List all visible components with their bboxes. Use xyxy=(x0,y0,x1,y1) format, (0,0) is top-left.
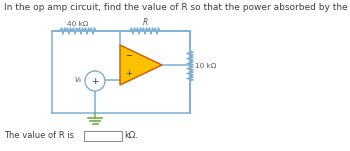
Polygon shape xyxy=(120,45,162,85)
Text: R: R xyxy=(142,18,148,27)
Text: vₛ: vₛ xyxy=(75,76,82,85)
Circle shape xyxy=(85,71,105,91)
Text: −: − xyxy=(125,51,132,61)
FancyBboxPatch shape xyxy=(84,131,122,141)
Text: 10 kΩ: 10 kΩ xyxy=(195,63,216,69)
Text: +: + xyxy=(125,69,132,77)
Text: The value of R is: The value of R is xyxy=(4,132,74,140)
Text: In the op amp circuit, find the value of R so that the power absorbed by the 10-: In the op amp circuit, find the value of… xyxy=(4,3,350,12)
Text: +: + xyxy=(91,77,99,85)
Text: kΩ.: kΩ. xyxy=(124,132,138,140)
Text: 40 kΩ: 40 kΩ xyxy=(67,21,89,27)
